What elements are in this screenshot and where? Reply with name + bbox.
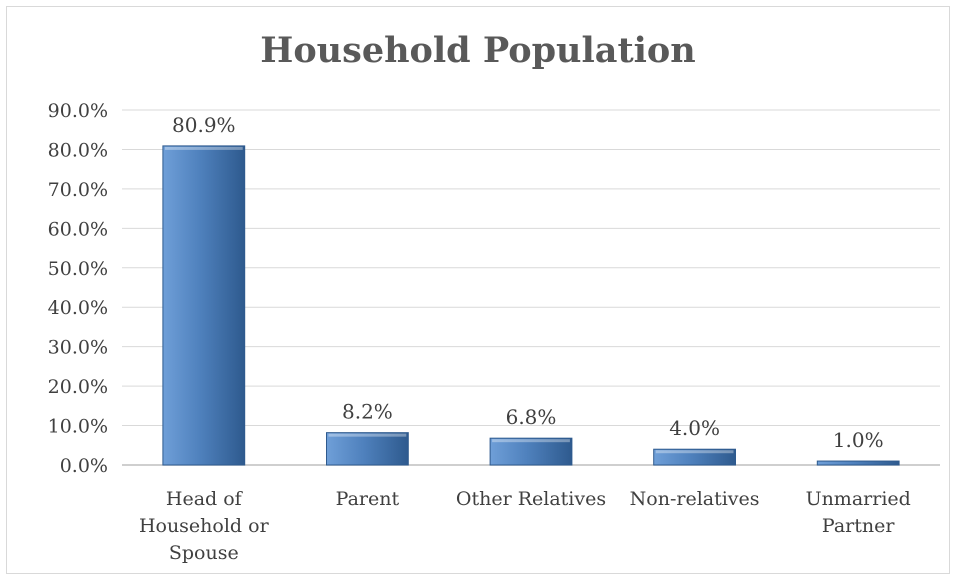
y-tick-label: 80.0% xyxy=(48,139,108,161)
data-label: 6.8% xyxy=(506,405,557,429)
x-tick-label-line: Spouse xyxy=(169,542,239,564)
x-tick-label: Non-relatives xyxy=(630,488,760,510)
x-tick-label: Other Relatives xyxy=(456,488,606,510)
x-tick-label: Head of Household or Spouse xyxy=(139,488,270,564)
data-label: 80.9% xyxy=(172,113,236,137)
bar-highlight xyxy=(164,146,243,150)
data-label: 1.0% xyxy=(833,428,884,452)
y-tick-label: 40.0% xyxy=(48,297,108,319)
bar-highlight xyxy=(328,433,407,437)
y-tick-label: 50.0% xyxy=(48,258,108,280)
x-tick-label: Unmarried Partner xyxy=(806,488,911,537)
x-tick-label-line: Head of xyxy=(166,488,244,510)
bar xyxy=(162,145,246,466)
bars xyxy=(162,145,900,466)
bar-highlight xyxy=(655,450,734,454)
y-tick-label: 0.0% xyxy=(60,455,108,477)
labels: 0.0% 10.0% 20.0% 30.0% 40.0% 50.0% 60.0% 70.0% 8… xyxy=(48,100,911,564)
x-tick-label-line: Household or xyxy=(139,515,270,537)
bar xyxy=(816,460,900,466)
gridlines xyxy=(122,109,940,427)
bar-highlight xyxy=(492,439,570,443)
x-tick-label-line: Non-relatives xyxy=(630,488,760,510)
bar xyxy=(326,432,409,466)
y-tick-label: 60.0% xyxy=(48,218,108,240)
x-tick-label-line: Other Relatives xyxy=(456,488,606,510)
x-tick-label-line: Partner xyxy=(822,515,895,537)
chart-title: Household Population xyxy=(260,30,696,71)
x-tick-label-line: Unmarried xyxy=(806,488,911,510)
y-tick-label: 30.0% xyxy=(48,337,108,359)
x-tick-label: Parent xyxy=(336,488,400,510)
bar xyxy=(489,437,573,466)
y-tick-label: 10.0% xyxy=(48,416,108,438)
x-tick-label-line: Parent xyxy=(336,488,400,510)
bar xyxy=(653,448,737,466)
data-label: 4.0% xyxy=(669,416,720,440)
y-tick-label: 90.0% xyxy=(48,100,108,122)
y-tick-label: 70.0% xyxy=(48,179,108,201)
data-label: 8.2% xyxy=(342,400,393,424)
y-tick-label: 20.0% xyxy=(48,376,108,398)
